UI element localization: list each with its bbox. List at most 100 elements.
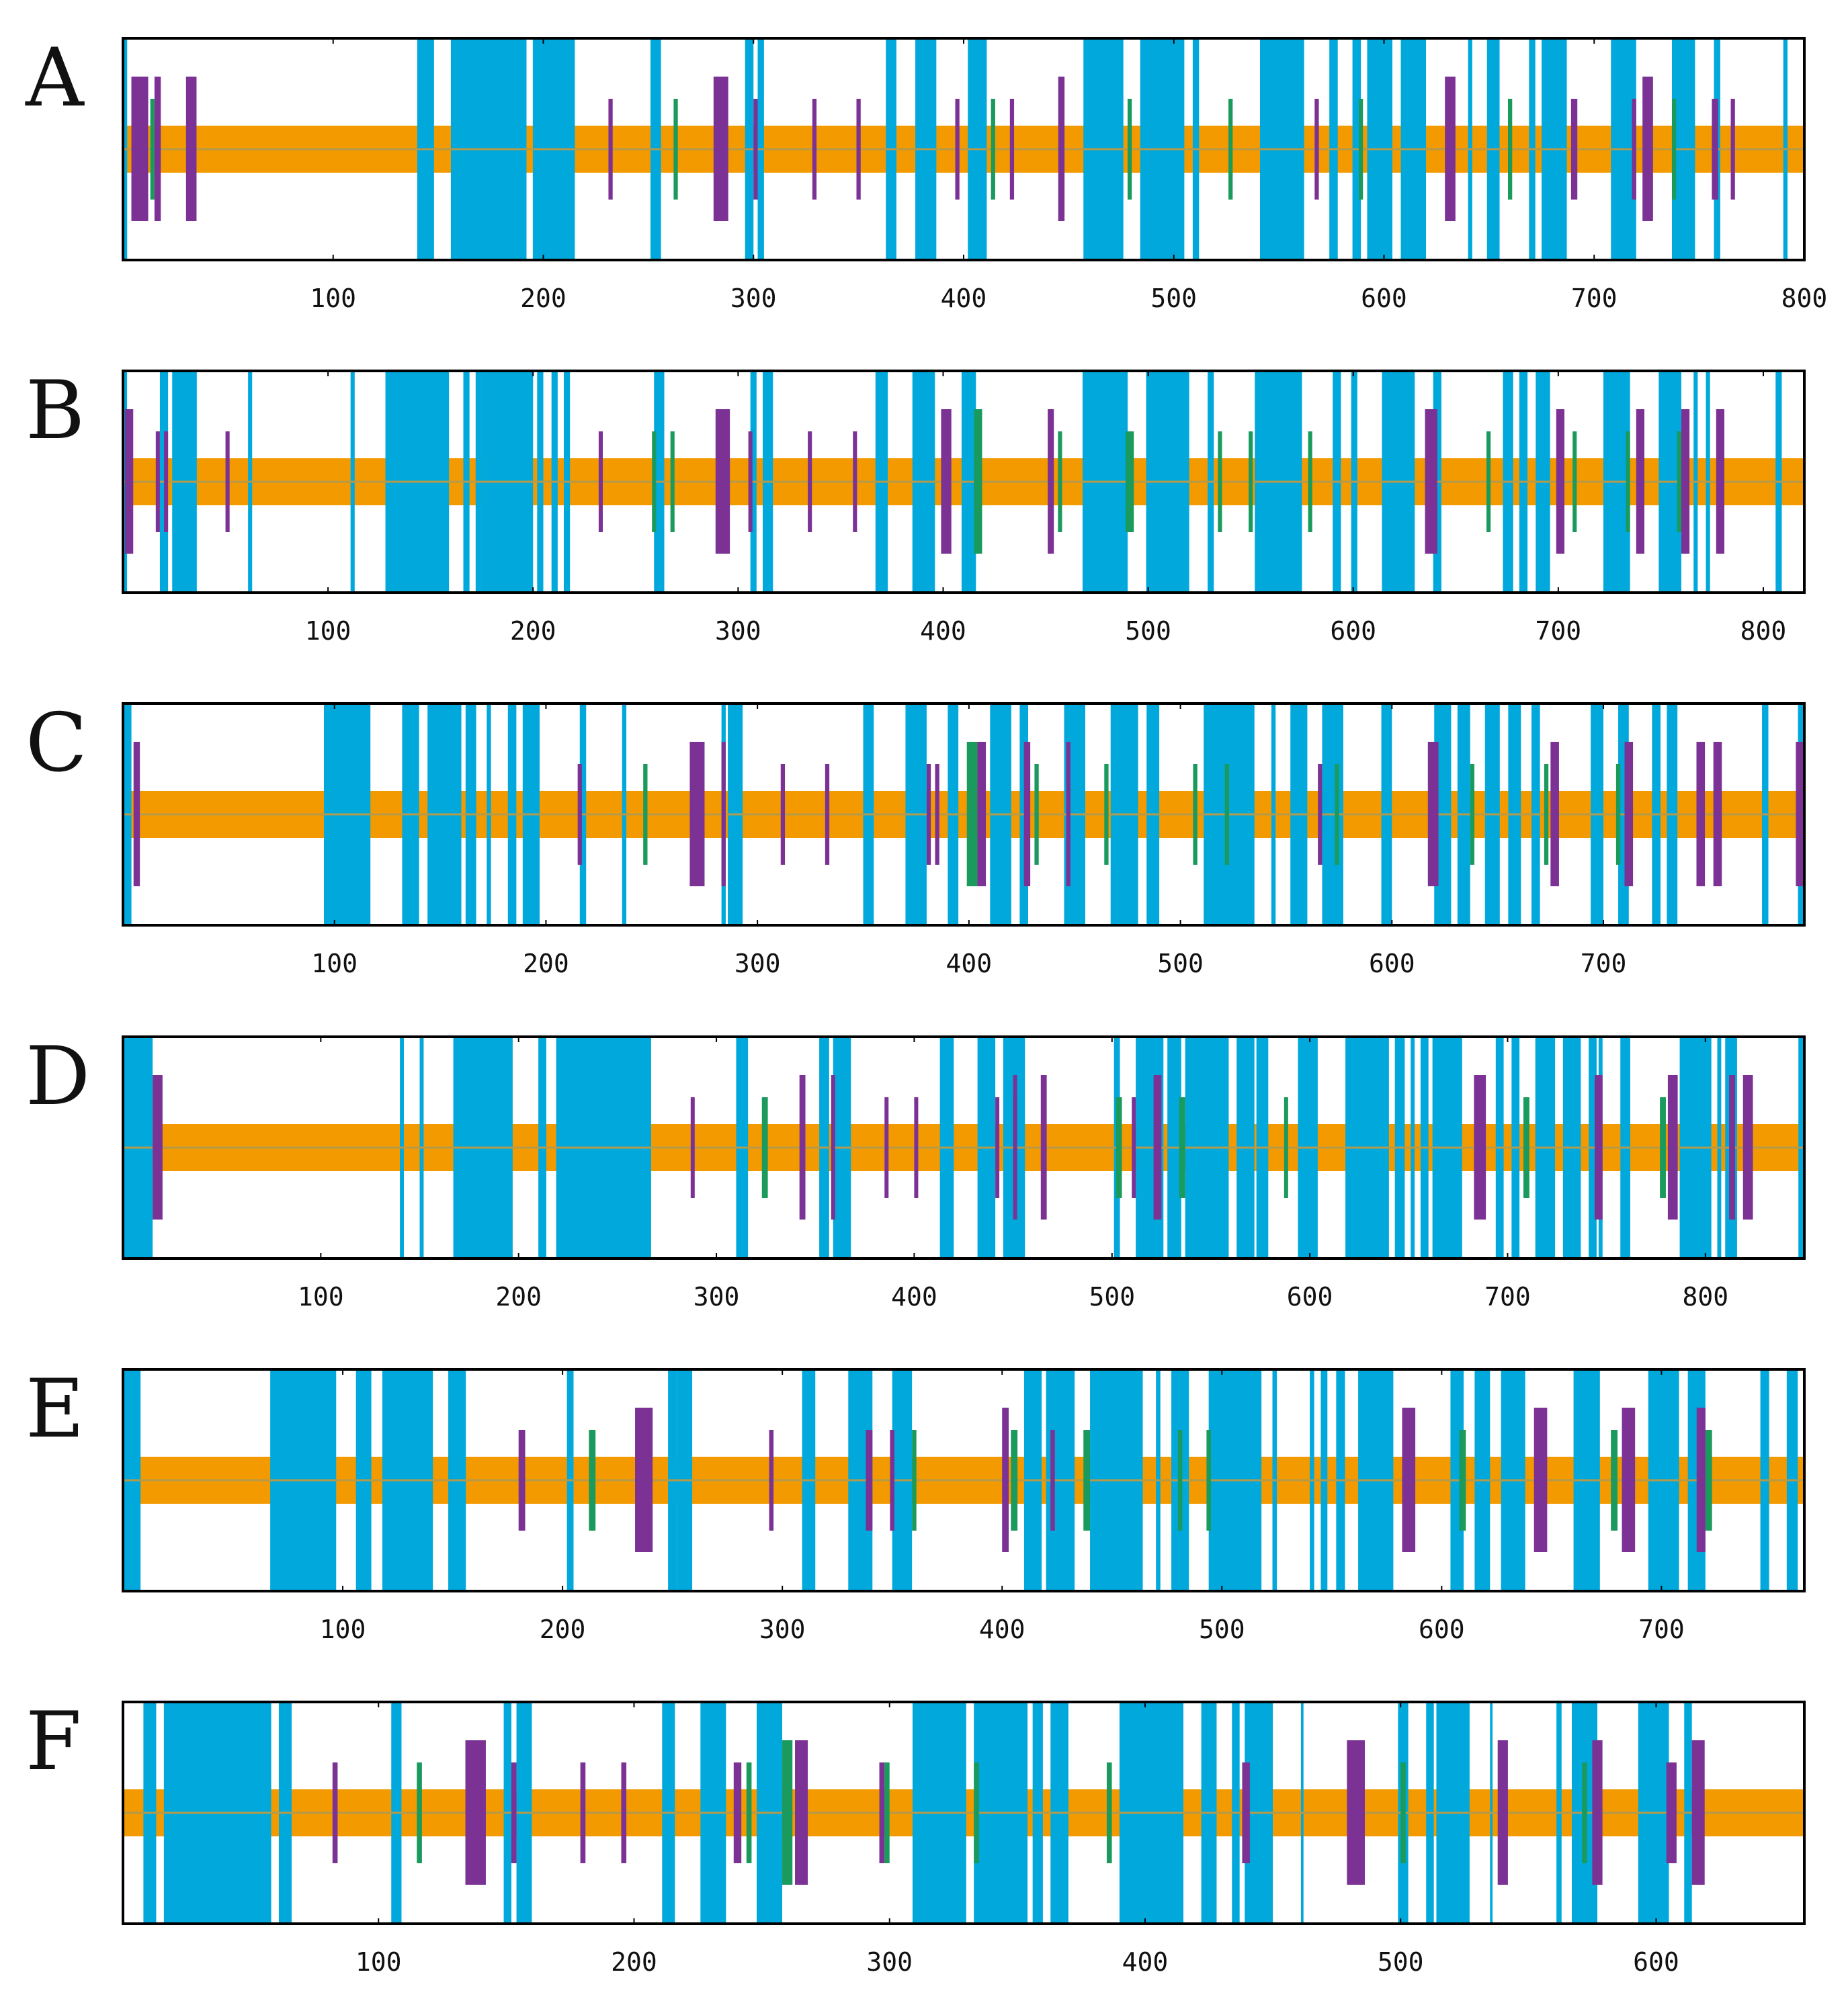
panel-letter: E — [26, 1363, 85, 1456]
purple-marker — [185, 77, 197, 221]
tick-label: 600 — [1419, 1615, 1465, 1644]
purple-marker — [1002, 1408, 1009, 1552]
green-marker — [1660, 1097, 1666, 1198]
green-marker — [1228, 99, 1233, 200]
tick-label: 500 — [1125, 616, 1171, 646]
purple-marker — [133, 742, 140, 886]
green-marker — [1104, 764, 1109, 865]
green-marker — [966, 742, 978, 886]
tick-label: 800 — [1683, 1282, 1729, 1312]
green-marker — [782, 1740, 793, 1885]
tick-label: 600 — [1361, 284, 1407, 313]
tick-label: 500 — [1150, 284, 1197, 313]
purple-marker — [125, 409, 134, 554]
tick-label: 600 — [1287, 1282, 1333, 1312]
purple-marker — [1796, 742, 1804, 886]
green-marker — [1705, 1430, 1712, 1531]
green-marker — [1308, 431, 1312, 532]
green-marker — [652, 431, 657, 532]
purple-marker — [1696, 1408, 1706, 1552]
green-marker — [1544, 764, 1549, 865]
tick-label: 300 — [734, 949, 781, 978]
green-marker — [991, 99, 995, 200]
purple-marker — [465, 1740, 486, 1885]
purple-marker — [769, 1430, 774, 1531]
purple-marker — [825, 764, 830, 865]
green-marker — [1486, 431, 1491, 532]
purple-marker — [1642, 77, 1653, 221]
panel-F: F 100 200 300 400 500 600 — [26, 1695, 1806, 1977]
tick-label: 400 — [946, 949, 993, 978]
purple-marker — [748, 431, 753, 532]
green-marker — [884, 1762, 890, 1863]
purple-marker — [914, 1097, 919, 1198]
green-marker — [1582, 1762, 1587, 1863]
green-marker — [974, 1762, 979, 1863]
green-marker — [1034, 764, 1039, 865]
green-marker — [1615, 764, 1621, 865]
purple-marker — [866, 1430, 873, 1531]
purple-marker — [1347, 1740, 1365, 1885]
purple-marker — [332, 1762, 338, 1863]
tick-label: 400 — [1122, 1947, 1169, 1977]
green-marker — [1572, 431, 1577, 532]
purple-marker — [941, 409, 952, 554]
tick-label: 300 — [730, 284, 777, 313]
purple-marker — [1023, 742, 1031, 886]
green-marker — [1523, 1097, 1529, 1198]
green-marker — [1470, 764, 1475, 865]
green-marker — [1206, 1430, 1211, 1531]
green-marker — [1358, 99, 1363, 200]
purple-marker — [1716, 409, 1725, 554]
purple-marker — [715, 409, 730, 554]
tick-label: 200 — [510, 616, 556, 646]
tick-label: 100 — [320, 1615, 366, 1644]
tick-label: 100 — [305, 616, 351, 646]
green-marker — [1179, 1097, 1185, 1198]
green-marker — [670, 431, 675, 532]
purple-marker — [1636, 409, 1645, 554]
green-marker — [1677, 431, 1681, 532]
purple-marker — [1594, 1075, 1603, 1220]
purple-marker — [853, 431, 857, 532]
panel-letter: D — [26, 1030, 90, 1123]
purple-marker — [518, 1430, 526, 1531]
tick-label: 400 — [920, 616, 966, 646]
purple-marker — [1712, 99, 1718, 200]
purple-marker — [154, 77, 161, 221]
tick-label: 500 — [1378, 1947, 1424, 1977]
green-marker — [1671, 99, 1677, 200]
tick-label: 700 — [1484, 1282, 1531, 1312]
green-marker — [643, 764, 648, 865]
purple-marker — [1425, 409, 1437, 554]
purple-marker — [1691, 1740, 1705, 1885]
purple-marker — [926, 764, 931, 865]
green-marker — [1218, 431, 1222, 532]
green-marker — [1224, 764, 1229, 865]
purple-marker — [1730, 99, 1735, 200]
tick-label: 700 — [1638, 1615, 1685, 1644]
purple-marker — [1445, 77, 1456, 221]
purple-marker — [1729, 1075, 1735, 1220]
plot-frame — [122, 370, 1806, 594]
purple-marker — [1570, 99, 1578, 200]
tick-label: 100 — [310, 284, 356, 313]
purple-marker — [1474, 1075, 1486, 1220]
purple-marker — [713, 77, 728, 221]
purple-marker — [1242, 1762, 1250, 1863]
purple-marker — [799, 1075, 806, 1220]
tick-label: 400 — [979, 1615, 1025, 1644]
purple-marker — [1009, 99, 1015, 200]
purple-marker — [1534, 1408, 1548, 1552]
purple-marker — [977, 742, 986, 886]
purple-marker — [689, 742, 705, 886]
purple-marker — [580, 1762, 586, 1863]
green-marker — [1116, 1097, 1122, 1198]
green-marker — [1083, 1430, 1091, 1531]
purple-marker — [608, 99, 613, 200]
plot-frame — [122, 702, 1806, 927]
purple-marker — [780, 764, 786, 865]
purple-marker — [1497, 1740, 1508, 1885]
purple-marker — [753, 99, 758, 200]
green-marker — [912, 1430, 917, 1531]
